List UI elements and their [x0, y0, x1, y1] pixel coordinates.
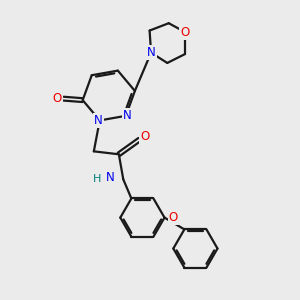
- Text: N: N: [94, 114, 103, 127]
- Text: O: O: [169, 211, 178, 224]
- Text: O: O: [140, 130, 149, 143]
- Text: O: O: [180, 26, 190, 38]
- Text: H: H: [93, 174, 101, 184]
- Text: N: N: [123, 109, 132, 122]
- Text: N: N: [106, 171, 114, 184]
- Text: N: N: [147, 46, 155, 59]
- Text: O: O: [52, 92, 62, 105]
